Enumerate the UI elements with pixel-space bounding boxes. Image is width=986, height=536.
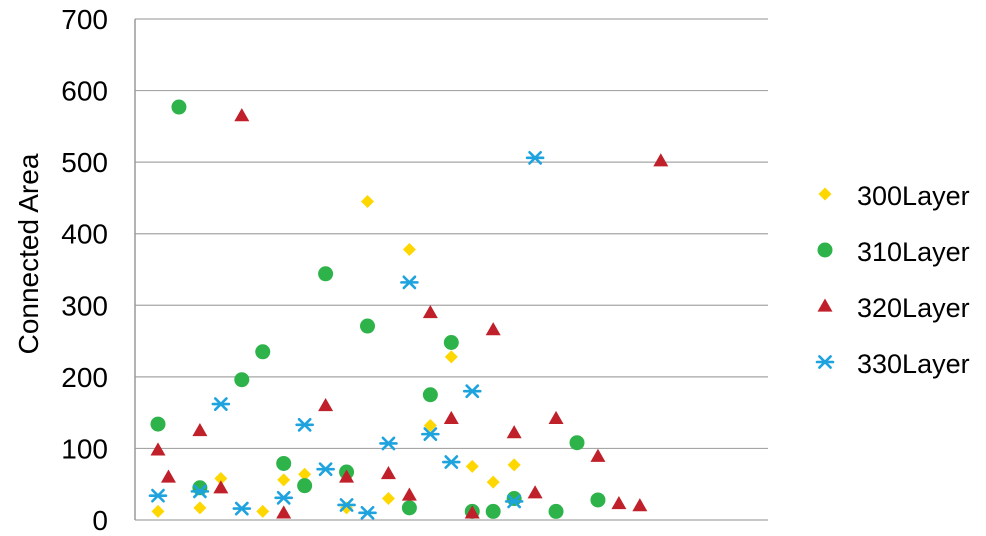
data-point (192, 423, 208, 437)
data-point (316, 462, 335, 477)
y-tick-label: 200 (61, 362, 108, 393)
legend-marker (815, 355, 835, 369)
data-point (465, 459, 479, 473)
data-point (190, 484, 210, 499)
data-point (422, 387, 438, 403)
data-point (256, 504, 270, 518)
data-point (569, 435, 585, 451)
data-point (358, 505, 377, 520)
y-tick-label: 400 (61, 219, 108, 250)
data-point (422, 304, 438, 319)
data-point (234, 372, 250, 388)
data-point (486, 475, 500, 489)
data-point (255, 344, 271, 360)
gridlines (135, 18, 768, 521)
data-point (462, 384, 482, 399)
data-point (527, 485, 543, 499)
legend-label: 310Layer (857, 237, 970, 267)
y-axis-label: Connected Area (13, 153, 44, 354)
data-point (506, 491, 522, 507)
data-point (423, 419, 437, 433)
data-point (213, 480, 229, 494)
data-point (590, 448, 606, 462)
data-point (548, 503, 564, 519)
data-point (339, 469, 355, 483)
data-point (193, 501, 207, 515)
data-point (485, 503, 501, 519)
data-point (150, 442, 166, 456)
data-point (150, 416, 166, 432)
y-tick-label: 0 (92, 505, 108, 536)
data-point (381, 492, 395, 506)
data-point (211, 397, 231, 411)
data-point (444, 350, 458, 364)
series-330Layer (148, 150, 545, 520)
data-point (485, 322, 501, 336)
data-point (653, 153, 669, 167)
data-point (611, 496, 627, 510)
data-point (274, 490, 294, 505)
series-310Layer (150, 99, 606, 519)
legend-marker (817, 298, 833, 312)
data-point (506, 425, 522, 439)
series-320Layer (150, 108, 669, 519)
data-point (277, 473, 291, 487)
data-point (360, 318, 375, 334)
legend-label: 330Layer (857, 349, 970, 379)
data-point (464, 505, 480, 519)
y-tick-label: 500 (61, 147, 108, 178)
data-point (402, 242, 416, 256)
data-point (590, 492, 606, 508)
data-point (276, 455, 292, 471)
data-point (443, 410, 459, 424)
data-point (160, 469, 176, 483)
y-axis-tick-labels: 0 100 200 300 400 500 600 700 (61, 4, 108, 536)
data-point (507, 458, 521, 472)
data-point (421, 427, 440, 442)
data-point (232, 501, 252, 516)
y-tick-label: 700 (61, 4, 108, 35)
data-point (318, 397, 334, 412)
data-point (525, 150, 545, 165)
data-point (171, 99, 187, 115)
legend: 300Layer 310Layer 320Layer 330Layer (815, 181, 970, 379)
data-point (151, 504, 165, 518)
y-tick-label: 100 (61, 433, 108, 464)
data-point (297, 478, 313, 494)
data-point (632, 498, 648, 512)
data-point (401, 500, 417, 516)
y-tick-label: 600 (61, 76, 108, 107)
data-point (148, 488, 168, 503)
legend-label: 320Layer (857, 293, 970, 323)
data-point (295, 417, 314, 432)
data-point (361, 195, 374, 209)
data-point (548, 410, 564, 424)
series-300Layer (151, 195, 521, 518)
data-point (380, 465, 396, 480)
data-point (318, 266, 334, 282)
data-point (400, 275, 419, 290)
legend-marker (818, 187, 832, 201)
legend-marker (817, 242, 833, 258)
data-point (504, 494, 524, 509)
data-point (443, 335, 459, 351)
data-point (276, 505, 292, 519)
data-point (441, 455, 461, 469)
legend-label: 300Layer (857, 181, 970, 211)
data-points (148, 99, 669, 520)
data-point (234, 108, 250, 122)
data-point (401, 487, 417, 501)
data-point (379, 436, 398, 451)
data-point (214, 471, 228, 485)
y-tick-label: 300 (61, 290, 108, 321)
data-point (337, 498, 356, 512)
data-point (298, 467, 312, 481)
